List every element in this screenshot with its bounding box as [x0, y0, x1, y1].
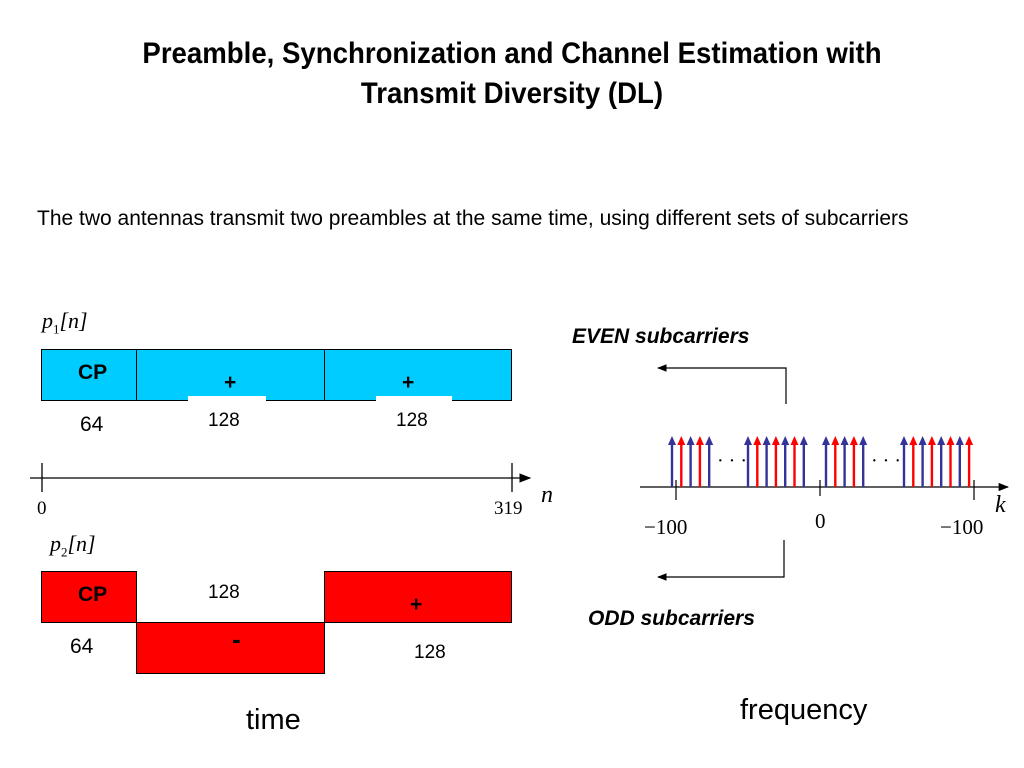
odd-subcarriers-label: ODD subcarriers [588, 607, 755, 630]
p1-arg: [n] [59, 308, 88, 333]
freq-dots-left: · · · [717, 450, 747, 472]
subcarrier-arrowhead-19 [918, 436, 927, 445]
freq-dots-right: · · · [871, 450, 901, 472]
title-line-1: Preamble, Synchronization and Channel Es… [142, 37, 882, 70]
subcarrier-arrowhead-9 [781, 436, 790, 445]
time-caption: time [246, 704, 301, 736]
p2-subscript: 2 [61, 544, 68, 560]
subcarrier-arrowhead-14 [840, 436, 849, 445]
freq-tick-left: −100 [644, 515, 688, 539]
slide-title: Preamble, Synchronization and Channel Es… [41, 34, 983, 114]
p2-cp-length: 64 [70, 635, 94, 658]
subcarrier-arrowhead-13 [831, 436, 840, 445]
time-axis-start: 0 [37, 498, 47, 519]
p1-gap-1 [188, 396, 266, 406]
p2-label: p2[n] [50, 533, 96, 563]
subcarrier-arrowhead-15 [849, 436, 858, 445]
freq-axis-variable: k [995, 492, 1006, 518]
p1-gap-2 [376, 396, 452, 406]
subcarrier-arrowhead-2 [686, 436, 695, 445]
freq-tick-center: 0 [815, 509, 826, 533]
time-axis-end: 319 [494, 498, 523, 519]
subcarrier-arrows [668, 436, 974, 487]
subcarrier-arrowhead-10 [790, 436, 799, 445]
subcarrier-arrowhead-6 [753, 436, 762, 445]
p1-sign-2: + [402, 371, 415, 394]
subcarrier-arrowhead-22 [946, 436, 955, 445]
subcarrier-arrowhead-24 [965, 436, 974, 445]
p1-symbol: p [42, 308, 53, 333]
time-axis-variable: n [541, 482, 553, 508]
title-line-2: Transmit Diversity (DL) [360, 77, 664, 110]
subcarrier-arrowhead-4 [705, 436, 714, 445]
p2-cp-label: CP [78, 583, 108, 606]
p2-arg: [n] [67, 531, 96, 556]
subcarrier-arrowhead-20 [927, 436, 936, 445]
even-subcarriers-label: EVEN subcarriers [572, 325, 750, 348]
p2-sign-1: - [232, 624, 241, 654]
subcarrier-arrowhead-7 [762, 436, 771, 445]
subcarrier-arrowhead-5 [744, 436, 752, 445]
p2-cp-block [41, 571, 137, 623]
subcarrier-arrowhead-1 [677, 436, 686, 445]
subcarrier-arrowhead-16 [859, 436, 868, 445]
p1-label: p1[n] [42, 310, 88, 340]
subcarrier-arrowhead-0 [668, 436, 676, 445]
p2-symbol: p [50, 531, 61, 556]
p1-block-2 [324, 349, 512, 401]
p1-cp-length: 64 [80, 413, 104, 436]
subcarrier-arrowhead-17 [900, 436, 908, 445]
subcarrier-arrowhead-23 [955, 436, 964, 445]
description-text: The two antennas transmit two preambles … [37, 207, 909, 230]
freq-tick-right: −100 [940, 515, 984, 539]
subcarrier-arrowhead-8 [771, 436, 780, 445]
p2-length-1: 128 [208, 582, 240, 603]
p2-length-2: 128 [414, 642, 446, 663]
p1-sign-1: + [224, 371, 237, 394]
p2-sign-2: + [410, 593, 423, 616]
p2-block-2 [324, 571, 512, 623]
subcarrier-arrowhead-12 [822, 436, 830, 445]
p1-length-1: 128 [208, 410, 240, 431]
subcarrier-arrowhead-11 [799, 436, 808, 445]
p1-cp-label: CP [78, 361, 108, 384]
subcarrier-arrowhead-18 [909, 436, 918, 445]
p1-length-2: 128 [396, 410, 428, 431]
subcarrier-arrowhead-3 [695, 436, 704, 445]
frequency-caption: frequency [740, 694, 868, 726]
p2-block-1 [136, 622, 325, 674]
subcarrier-arrowhead-21 [937, 436, 946, 445]
p1-subscript: 1 [53, 321, 60, 337]
